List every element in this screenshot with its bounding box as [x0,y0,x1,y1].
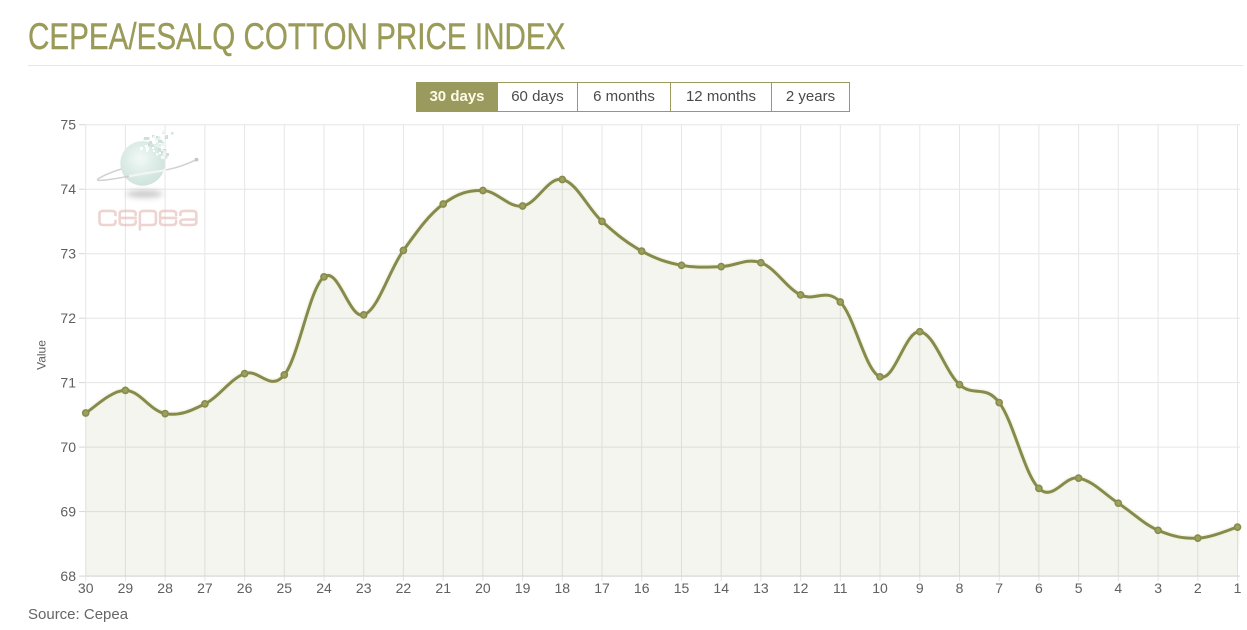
svg-text:22: 22 [396,580,412,596]
svg-text:3: 3 [1154,580,1162,596]
svg-text:20: 20 [475,580,491,596]
svg-text:71: 71 [60,375,76,391]
svg-text:1: 1 [1234,580,1242,596]
svg-text:23: 23 [356,580,372,596]
svg-text:8: 8 [956,580,964,596]
svg-text:25: 25 [277,580,293,596]
svg-text:13: 13 [753,580,769,596]
svg-text:12: 12 [793,580,809,596]
svg-text:26: 26 [237,580,253,596]
svg-text:18: 18 [555,580,571,596]
svg-text:19: 19 [515,580,531,596]
svg-text:72: 72 [60,310,76,326]
svg-text:29: 29 [118,580,134,596]
svg-text:73: 73 [60,246,76,262]
svg-text:2: 2 [1194,580,1202,596]
svg-text:21: 21 [435,580,451,596]
svg-text:16: 16 [634,580,650,596]
svg-text:Value: Value [35,340,49,370]
svg-text:30: 30 [78,580,94,596]
svg-text:27: 27 [197,580,213,596]
svg-text:10: 10 [872,580,888,596]
svg-text:70: 70 [60,439,76,455]
svg-text:17: 17 [594,580,610,596]
svg-text:24: 24 [316,580,332,596]
svg-text:9: 9 [916,580,924,596]
svg-text:14: 14 [713,580,729,596]
svg-text:69: 69 [60,504,76,520]
svg-text:28: 28 [157,580,173,596]
svg-text:5: 5 [1075,580,1083,596]
svg-text:68: 68 [60,568,76,584]
svg-text:75: 75 [60,117,76,133]
svg-text:11: 11 [833,580,848,596]
svg-text:15: 15 [674,580,690,596]
svg-text:74: 74 [60,181,76,197]
svg-text:7: 7 [995,580,1003,596]
svg-text:6: 6 [1035,580,1043,596]
svg-text:4: 4 [1114,580,1122,596]
